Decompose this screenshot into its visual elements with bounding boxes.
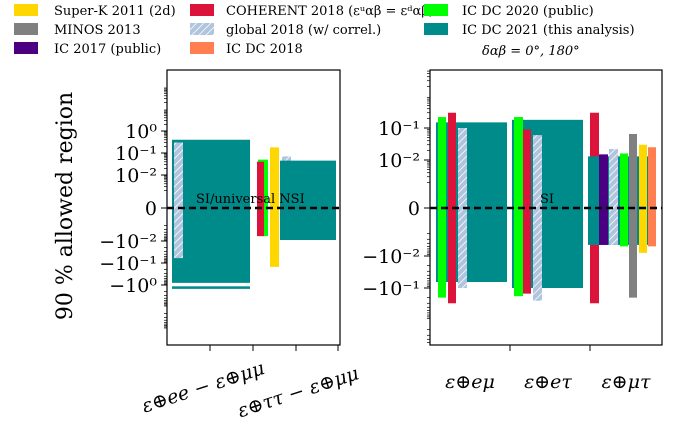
y-tick-label: 10⁻² bbox=[378, 150, 420, 172]
y-tick-label: 0 bbox=[408, 198, 420, 220]
legend-label-coherent: COHERENT 2018 (εᵘαβ = εᵈαβ) bbox=[226, 4, 434, 19]
category-label: ε⊕eτ bbox=[524, 371, 572, 393]
bar-global-2018-w-correl-7-0 bbox=[533, 135, 542, 301]
legend-label-delta: δαβ = 0°, 180° bbox=[482, 44, 580, 59]
legend-swatch-superk bbox=[14, 4, 38, 16]
legend-swatch-icdc2021 bbox=[424, 23, 448, 35]
y-tick-label: 10⁻¹ bbox=[378, 118, 420, 140]
bar-ic-dc-2021-this-analysis-0-0 bbox=[172, 139, 250, 283]
legend-label-global: global 2018 (w/ correl.) bbox=[226, 23, 381, 38]
y-tick-label: 10⁻² bbox=[115, 165, 157, 187]
panel-right: SI 10⁻¹ 10⁻² 0 −10⁻² −10⁻¹ ε⊕eμ ε⊕eτ ε⊕μτ bbox=[362, 69, 663, 393]
y-axis-title: 90 % allowed region bbox=[53, 92, 78, 320]
legend-swatch-minos bbox=[14, 23, 38, 35]
legend-label-icdc2018: IC DC 2018 bbox=[226, 42, 303, 57]
bar-super-k-2011-2d-4-0 bbox=[270, 147, 279, 267]
bar-minos-2013-13-0 bbox=[629, 133, 637, 298]
bar-coherent-2018-6-0 bbox=[523, 129, 531, 294]
legend-swatch-global bbox=[190, 23, 214, 35]
panel-annotation: SI bbox=[540, 192, 554, 207]
bar-ic-dc-2021-this-analysis-0-1 bbox=[172, 286, 250, 289]
legend-label-ic2017: IC 2017 (public) bbox=[54, 42, 161, 57]
y-tick-label: −10⁻¹ bbox=[362, 278, 420, 300]
category-label: ε⊕eμ bbox=[445, 371, 495, 393]
bar-ic-dc-2020-public-12-0 bbox=[620, 153, 628, 247]
legend-swatch-coherent bbox=[190, 4, 214, 16]
bar-global-2018-w-correl-11-0 bbox=[609, 149, 618, 245]
legend-label-icdc2021: IC DC 2021 (this analysis) bbox=[462, 23, 635, 38]
legend-label-icdc2020: IC DC 2020 (public) bbox=[462, 4, 594, 19]
panel-annotation: SI/universal NSI bbox=[196, 192, 305, 207]
y-tick-label: 0 bbox=[145, 198, 157, 220]
legend: Super-K 2011 (2d) MINOS 2013 IC 2017 (pu… bbox=[14, 4, 635, 59]
y-tick-label: −10⁻¹ bbox=[99, 253, 157, 275]
bar-ic-dc-2018-15-0 bbox=[648, 147, 656, 247]
bar-ic-dc-2021-this-analysis-6-0 bbox=[280, 160, 336, 240]
bar-coherent-2018-3-0 bbox=[257, 161, 264, 237]
legend-label-minos: MINOS 2013 bbox=[54, 23, 141, 38]
y-tick-label: −10⁻² bbox=[362, 246, 420, 268]
y-tick-label: −10⁰ bbox=[109, 275, 157, 297]
y-tick-label: 10⁻¹ bbox=[115, 143, 157, 165]
bar-super-k-2011-2d-14-0 bbox=[639, 144, 647, 253]
y-tick-label: −10⁻² bbox=[99, 231, 157, 253]
y-tick-label: 10⁰ bbox=[125, 121, 157, 143]
bar-ic-dc-2020-public-5-0 bbox=[514, 117, 523, 297]
bar-ic-2017-public-10-0 bbox=[599, 154, 608, 245]
legend-swatch-icdc2020 bbox=[424, 4, 448, 16]
bar-ic-dc-2021-this-analysis-0-0 bbox=[436, 122, 507, 283]
legend-label-superk: Super-K 2011 (2d) bbox=[54, 4, 176, 19]
legend-swatch-icdc2018 bbox=[190, 42, 214, 54]
bar-global-2018-w-correl-1-0 bbox=[174, 142, 183, 259]
bar-global-2018-w-correl-3-0 bbox=[458, 128, 467, 288]
legend-swatch-ic2017 bbox=[14, 42, 38, 54]
category-label: ε⊕μτ bbox=[602, 371, 651, 393]
